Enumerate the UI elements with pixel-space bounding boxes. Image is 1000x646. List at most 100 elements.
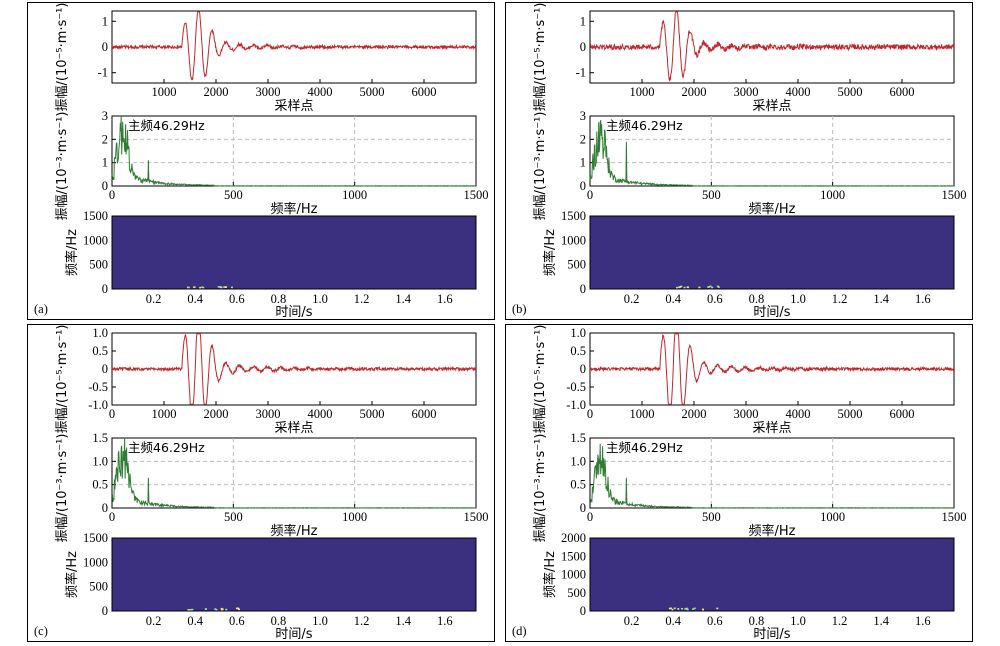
spectrogram-hotspot: [673, 607, 676, 610]
x-tick-label: 500: [702, 188, 721, 202]
y-tick-label: 1.0: [570, 326, 586, 340]
x-tick-label: 0.4: [187, 614, 203, 628]
x-tick-label: 0.6: [229, 614, 245, 628]
x-tick-label: 1000: [342, 188, 367, 202]
spectrogram-hotspot: [215, 609, 218, 611]
spectrum-ylabel: 振幅/(10⁻³·m·s⁻¹): [533, 434, 548, 543]
spectrogram-hotspot: [223, 286, 226, 288]
spectrogram-background: [590, 216, 954, 289]
peak-frequency-annotation: 主频46.29Hz: [128, 440, 205, 455]
spectrogram-hotspot: [702, 608, 704, 611]
x-tick-label: 500: [224, 188, 243, 202]
y-tick-label: 1000: [561, 233, 586, 247]
spectrogram-hotspot: [237, 607, 240, 610]
spectrum-ylabel: 振幅/(10⁻³·m·s⁻¹): [533, 112, 548, 221]
x-tick-label: 5000: [838, 407, 863, 421]
y-tick-label: 1500: [561, 209, 586, 223]
y-tick-label: 0: [580, 604, 586, 618]
y-tick-label: 1.0: [92, 454, 108, 468]
plot-frame: [111, 537, 477, 612]
x-tick-label: 0.2: [624, 292, 640, 306]
x-tick-label: 1.6: [437, 292, 453, 306]
spectrum-ylabel: 振幅/(10⁻³·m·s⁻¹): [55, 434, 70, 543]
spectrogram-background: [590, 538, 954, 611]
y-tick-label: 0: [580, 362, 586, 376]
spectrogram-hotspot: [231, 286, 233, 289]
spectrogram-hotspot: [716, 607, 719, 610]
x-tick-label: 0.4: [187, 292, 203, 306]
plot-frame: [589, 215, 955, 290]
y-tick-label: -1.0: [566, 398, 586, 412]
spectrogram-hotspot: [669, 607, 672, 610]
spectrogram-hotspot: [224, 286, 227, 288]
x-tick-label: 0: [587, 407, 593, 421]
x-tick-label: 0.6: [707, 292, 723, 306]
x-tick-label: 1.4: [873, 292, 889, 306]
figure-panel-d: -1.0 -0.5 0 0.5 1.0 0 1000 2000 3000 4000 5000 6000…: [505, 324, 973, 642]
y-tick-label: 1: [580, 156, 586, 170]
y-tick-label: 2000: [561, 531, 586, 545]
spectrum-line: [111, 116, 476, 187]
spectrogram-background: [112, 216, 476, 289]
spectrogram-hotspot: [681, 608, 684, 610]
x-tick-label: 0.2: [146, 614, 162, 628]
plot-frame: [589, 537, 955, 612]
y-tick-label: 500: [567, 258, 586, 272]
waveform-ylabel: 振幅/(10⁻⁵·m·s⁻¹): [533, 3, 548, 111]
spectrogram-hotspot: [668, 607, 671, 610]
x-tick-label: 1.4: [395, 614, 411, 628]
spectrogram-background: [112, 538, 476, 611]
spectrogram-hotspot: [187, 609, 190, 611]
y-tick-label: 1: [102, 14, 108, 28]
y-tick-label: 0: [580, 282, 586, 296]
waveform-ylabel: 振幅/(10⁻⁵·m·s⁻¹): [55, 325, 70, 433]
x-tick-label: 1.0: [790, 614, 806, 628]
spectrogram-hotspot: [683, 286, 686, 289]
waveform-line: [589, 333, 955, 405]
y-tick-label: 0.5: [570, 478, 586, 492]
y-tick-label: 500: [89, 258, 108, 272]
y-tick-label: -0.5: [88, 380, 108, 394]
x-tick-label: 1.0: [312, 292, 328, 306]
x-tick-label: 1.4: [873, 614, 889, 628]
y-tick-label: 1.0: [92, 326, 108, 340]
panel-svg: -1.0-0.500.51.00 1000 2000 3000 4000 5000 6000…: [512, 325, 967, 642]
y-tick-label: -1: [98, 66, 108, 80]
waveform-xlabel: 采样点: [752, 421, 791, 436]
spectrogram-xlabel: 时间/s: [753, 305, 790, 320]
waveform-line: [111, 11, 477, 81]
x-tick-label: 0.8: [749, 292, 765, 306]
spectrogram-hotspot: [711, 286, 714, 289]
spectrum-line: [589, 443, 955, 509]
x-tick-label: 2000: [204, 85, 229, 99]
x-tick-label: 1000: [820, 188, 845, 202]
x-tick-label: 0.2: [146, 292, 162, 306]
x-tick-label: 1500: [942, 510, 967, 524]
y-tick-label: 1500: [83, 531, 108, 545]
spectrogram-hotspot: [191, 608, 194, 611]
x-tick-label: 1.0: [790, 292, 806, 306]
plot-frame: [111, 215, 477, 290]
x-tick-label: 6000: [890, 85, 915, 99]
x-tick-label: 1500: [942, 188, 967, 202]
y-tick-label: -0.5: [566, 380, 586, 394]
y-tick-label: -1: [576, 66, 586, 80]
y-tick-label: 0.5: [92, 344, 108, 358]
x-tick-label: 1000: [820, 510, 845, 524]
y-tick-label: 0: [580, 501, 586, 515]
x-tick-label: 0: [587, 510, 593, 524]
y-tick-label: 1500: [83, 209, 108, 223]
x-tick-label: 6000: [412, 407, 437, 421]
waveform-xlabel: 采样点: [752, 99, 791, 114]
spectrogram-hotspot: [685, 607, 688, 610]
y-tick-label: 1.0: [570, 454, 586, 468]
x-tick-label: 1.6: [437, 614, 453, 628]
x-tick-label: 0.2: [624, 614, 640, 628]
y-tick-label: 1: [102, 156, 108, 170]
x-tick-label: 0: [109, 407, 115, 421]
spectrogram-xlabel: 时间/s: [275, 305, 312, 320]
x-tick-label: 0.8: [271, 292, 287, 306]
spectrogram-hotspot: [676, 286, 678, 289]
figure-panel-a: -1 0 1 1000 2000 3000 4000 5000 6000 采样点 振幅/(10⁻⁵·…: [27, 2, 495, 320]
